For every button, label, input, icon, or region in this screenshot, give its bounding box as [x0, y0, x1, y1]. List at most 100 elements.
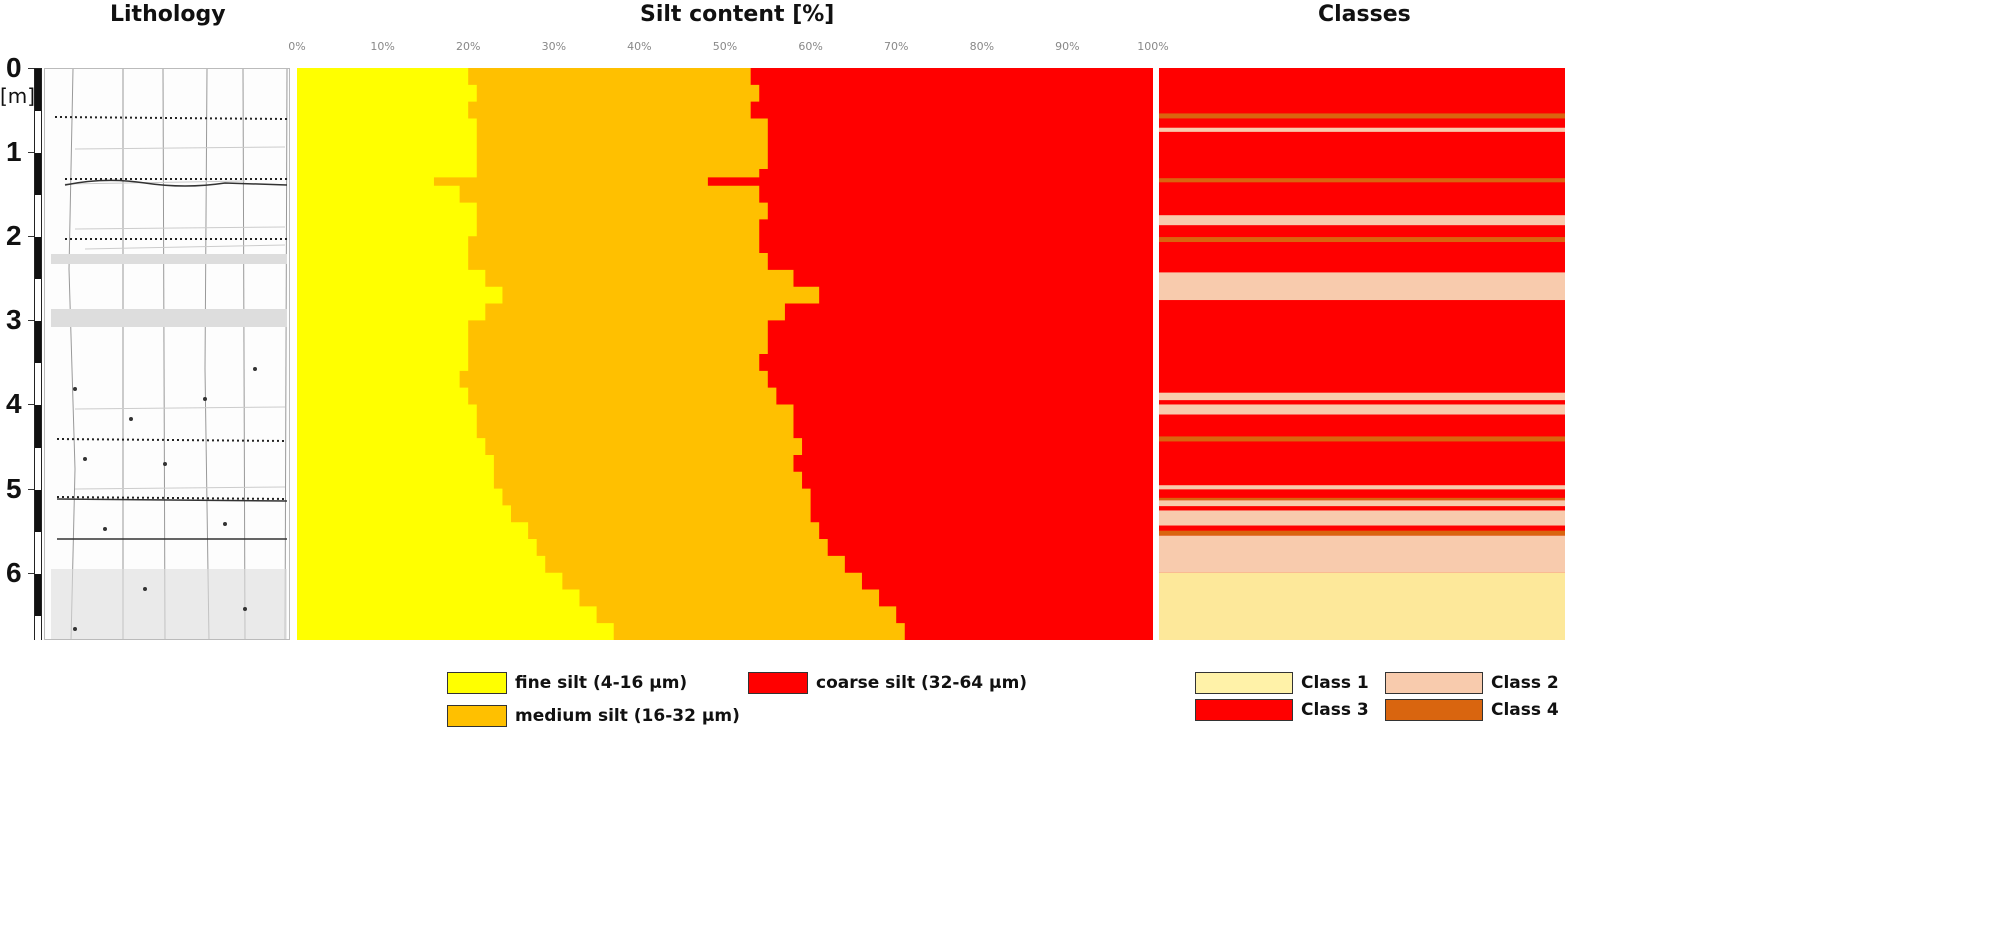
x-tick-label: 70%: [883, 40, 909, 53]
scale-bar-segment: [35, 111, 41, 154]
scale-bar-segment: [35, 447, 41, 490]
x-tick-label: 60%: [798, 40, 823, 53]
x-tick-label: 50%: [712, 40, 738, 53]
class-band: [1159, 300, 1565, 393]
legend-class-2: Class 2: [1385, 672, 1559, 694]
x-tick-label: 30%: [541, 40, 567, 53]
scale-bar-segment: [35, 531, 41, 574]
class-band: [1159, 392, 1565, 401]
class-band: [1159, 485, 1565, 490]
scale-bar-segment: [35, 489, 41, 532]
depth-tick-label: 5: [6, 472, 22, 504]
class-band: [1159, 225, 1565, 238]
medium-silt-swatch: [447, 705, 507, 727]
class-band: [1159, 510, 1565, 526]
depth-tick-mark: [28, 236, 36, 238]
legend-class-1: Class 1: [1195, 672, 1369, 694]
legend-coarse-silt-label: coarse silt (32-64 µm): [816, 673, 1028, 693]
silt-profile-chart: [297, 68, 914, 640]
class-band: [1159, 400, 1565, 405]
depth-tick-label: 3: [6, 304, 22, 336]
scale-bar-segment: [35, 321, 41, 364]
depth-unit-label: [m]: [0, 84, 36, 108]
scale-bar-segment: [35, 195, 41, 238]
fine-silt-area: [297, 68, 631, 640]
x-tick-label: 10%: [370, 40, 395, 53]
class-4-swatch: [1385, 699, 1483, 721]
silt-content-title: Silt content [%]: [640, 2, 835, 27]
class-band: [1159, 68, 1565, 114]
class-band: [1159, 441, 1565, 486]
scale-bar-segment: [35, 405, 41, 448]
class-band: [1159, 242, 1565, 273]
classes-bands: [1159, 68, 1565, 640]
legend-medium-silt-label: medium silt (16-32 µm): [515, 706, 740, 726]
scale-bar-segment: [35, 153, 41, 196]
legend-class-3-label: Class 3: [1301, 700, 1369, 720]
class-band: [1159, 178, 1565, 183]
legend-fine-silt: fine silt (4-16 µm): [447, 672, 687, 694]
depth-tick-mark: [28, 488, 36, 490]
class-band: [1159, 127, 1565, 132]
scale-bar-segment: [35, 363, 41, 406]
class-band: [1159, 182, 1565, 216]
depth-tick-mark: [28, 404, 36, 406]
legend-fine-silt-label: fine silt (4-16 µm): [515, 673, 688, 693]
class-band: [1159, 506, 1565, 511]
class-band: [1159, 525, 1565, 531]
depth-tick-mark: [28, 152, 36, 154]
class-band: [1159, 414, 1565, 437]
class-band: [1159, 131, 1565, 179]
depth-tick-label: 6: [6, 556, 22, 588]
class-band: [1159, 215, 1565, 226]
silt-content-plot: [297, 68, 1153, 640]
scale-bar-segment: [35, 615, 41, 658]
x-tick-label: 20%: [455, 40, 481, 53]
legend-class-4: Class 4: [1385, 699, 1559, 721]
lithology-column: [44, 68, 290, 640]
class-band: [1159, 436, 1565, 442]
depth-scale-bar: [34, 68, 42, 658]
depth-tick-label: 0: [6, 52, 22, 83]
legend-class-1-label: Class 1: [1301, 673, 1369, 693]
depth-tick-label: 4: [6, 388, 22, 420]
legend-medium-silt: medium silt (16-32 µm): [447, 705, 740, 727]
class-band: [1159, 489, 1565, 498]
class-band: [1159, 404, 1565, 415]
class-band: [1159, 497, 1565, 501]
class-band: [1159, 535, 1565, 573]
lithology-drawing: [51, 69, 288, 639]
classes-column: [1159, 68, 1565, 640]
depth-tick-mark: [28, 320, 36, 322]
class-band: [1159, 113, 1565, 119]
x-tick-label: 40%: [627, 40, 652, 53]
class-3-swatch: [1195, 699, 1293, 721]
x-tick-label: 80%: [969, 40, 995, 53]
class-band: [1159, 572, 1565, 640]
depth-tick-mark: [28, 68, 36, 69]
class-band: [1159, 118, 1565, 128]
depth-tick-mark: [28, 572, 36, 574]
lithology-title: Lithology: [110, 2, 226, 27]
legend-class-3: Class 3: [1195, 699, 1369, 721]
legend-class-2-label: Class 2: [1491, 673, 1559, 693]
x-tick-label: 100%: [1137, 40, 1169, 53]
class-band: [1159, 237, 1565, 243]
x-tick-label: 0%: [288, 40, 306, 53]
fine-silt-swatch: [447, 672, 507, 694]
scale-bar-segment: [35, 69, 41, 112]
class-2-swatch: [1385, 672, 1483, 694]
x-tick-label: 90%: [1055, 40, 1080, 53]
depth-tick-label: 2: [6, 220, 22, 252]
scale-bar-segment: [35, 573, 41, 616]
class-band: [1159, 500, 1565, 507]
classes-title: Classes: [1318, 2, 1411, 27]
class-band: [1159, 272, 1565, 301]
class-band: [1159, 530, 1565, 536]
depth-tick-label: 1: [6, 136, 22, 168]
coarse-silt-swatch: [748, 672, 808, 694]
legend-class-4-label: Class 4: [1491, 700, 1559, 720]
class-1-swatch: [1195, 672, 1293, 694]
legend-coarse-silt: coarse silt (32-64 µm): [748, 672, 1027, 694]
scale-bar-segment: [35, 237, 41, 280]
